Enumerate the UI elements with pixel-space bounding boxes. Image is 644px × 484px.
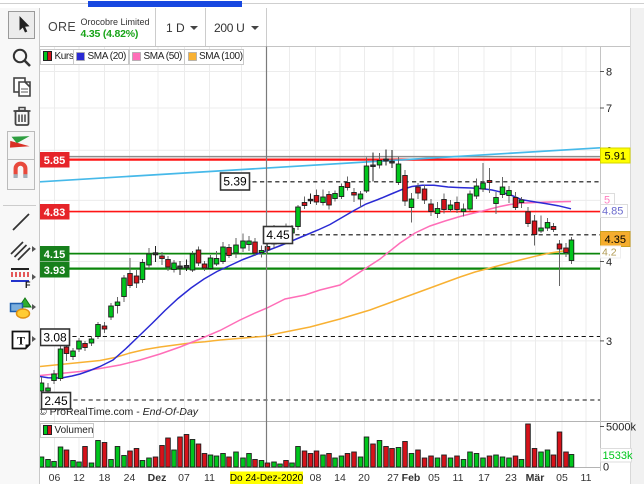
svg-text:05: 05 xyxy=(556,472,568,484)
svg-text:20: 20 xyxy=(358,472,370,484)
svg-text:5.91: 5.91 xyxy=(605,151,626,163)
svg-text:27: 27 xyxy=(387,472,399,484)
svg-text:Do 24-Dez-2020: Do 24-Dez-2020 xyxy=(230,473,304,484)
svg-text:18: 18 xyxy=(99,472,111,484)
svg-text:Dez: Dez xyxy=(148,472,167,484)
svg-text:T: T xyxy=(17,334,25,348)
svg-text:11: 11 xyxy=(453,472,464,484)
svg-text:3.93: 3.93 xyxy=(44,265,65,277)
svg-text:1533k: 1533k xyxy=(603,450,633,462)
svg-text:07: 07 xyxy=(178,472,190,484)
svg-text:12: 12 xyxy=(73,472,85,484)
svg-text:05: 05 xyxy=(428,472,440,484)
svg-text:3: 3 xyxy=(606,336,612,348)
svg-text:5000k: 5000k xyxy=(606,422,636,434)
svg-text:4.35: 4.35 xyxy=(605,234,626,246)
svg-text:06: 06 xyxy=(49,472,61,484)
svg-text:11: 11 xyxy=(581,472,592,484)
svg-text:8: 8 xyxy=(606,67,612,79)
svg-text:5.39: 5.39 xyxy=(223,175,247,189)
svg-text:Feb: Feb xyxy=(402,472,421,484)
svg-text:0: 0 xyxy=(603,462,609,474)
svg-text:11: 11 xyxy=(204,472,215,484)
svg-text:24: 24 xyxy=(124,472,136,484)
svg-text:4.85: 4.85 xyxy=(602,206,623,218)
svg-text:4: 4 xyxy=(606,257,612,269)
svg-text:F: F xyxy=(25,280,31,289)
svg-text:5.85: 5.85 xyxy=(44,155,65,167)
svg-text:Mär: Mär xyxy=(526,472,545,484)
svg-text:5: 5 xyxy=(604,195,610,207)
svg-text:4.15: 4.15 xyxy=(44,249,65,261)
svg-text:4.2: 4.2 xyxy=(602,247,617,259)
svg-text:3.08: 3.08 xyxy=(43,330,67,344)
svg-text:© ProRealTime.com - End-Of-Day: © ProRealTime.com - End-Of-Day xyxy=(40,406,199,418)
svg-text:14: 14 xyxy=(334,472,346,484)
svg-text:4.83: 4.83 xyxy=(44,207,65,219)
svg-text:23: 23 xyxy=(505,472,517,484)
svg-text:4.45: 4.45 xyxy=(266,228,290,242)
svg-text:17: 17 xyxy=(478,472,490,484)
svg-text:08: 08 xyxy=(310,472,322,484)
svg-text:2.45: 2.45 xyxy=(44,394,68,408)
svg-text:7: 7 xyxy=(606,103,612,115)
